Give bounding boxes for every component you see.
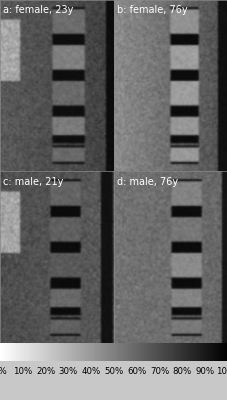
Text: 90%: 90% (195, 367, 214, 376)
Text: 50%: 50% (104, 367, 123, 376)
Text: 70%: 70% (149, 367, 168, 376)
Text: 20%: 20% (36, 367, 55, 376)
Text: 30%: 30% (59, 367, 78, 376)
Text: 10%: 10% (13, 367, 32, 376)
Text: 80%: 80% (172, 367, 191, 376)
Text: 40%: 40% (81, 367, 100, 376)
Text: 60%: 60% (127, 367, 146, 376)
Text: a: female, 23y: a: female, 23y (3, 5, 74, 15)
Text: d: male, 76y: d: male, 76y (117, 176, 178, 186)
Text: 0%: 0% (0, 367, 7, 376)
Text: c: male, 21y: c: male, 21y (3, 176, 64, 186)
Text: 100%: 100% (215, 367, 227, 376)
Text: b: female, 76y: b: female, 76y (117, 5, 187, 15)
